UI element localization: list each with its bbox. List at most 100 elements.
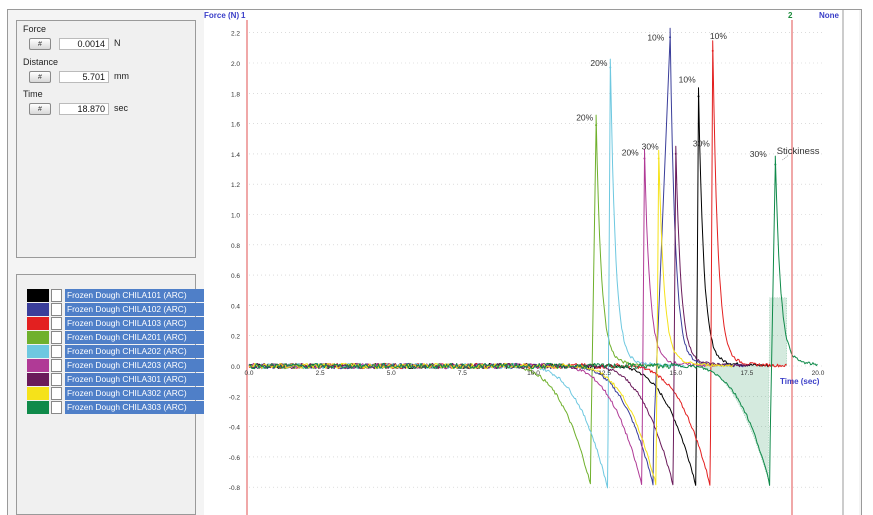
readout-panel: Force # 0.0014 N Distance # 5.701 mm Tim…: [16, 20, 196, 258]
legend-item[interactable]: Frozen Dough CHILA203 (ARC): [25, 359, 211, 372]
y-tick-label: 1.4: [231, 152, 240, 159]
stickiness-pointer: [782, 155, 789, 161]
y-tick-label: -0.8: [229, 485, 241, 492]
legend-label: Frozen Dough CHILA101 (ARC): [65, 289, 211, 302]
distance-value: 5.701: [59, 71, 109, 83]
legend-label: Frozen Dough CHILA301 (ARC): [65, 373, 211, 386]
annotation-label: 20%: [622, 147, 639, 157]
legend-swatch: [27, 303, 49, 316]
y-tick-label: 0.4: [231, 303, 240, 310]
y-tick-label: -0.6: [229, 455, 241, 462]
force-unit: N: [114, 38, 121, 48]
y-tick-label: 0.2: [231, 334, 240, 341]
legend-label: Frozen Dough CHILA202 (ARC): [65, 345, 211, 358]
series-line-9: [248, 155, 818, 486]
cursor-none-label: None: [819, 11, 840, 20]
legend-swatch: [27, 317, 49, 330]
legend-swatch: [27, 401, 49, 414]
legend-label: Frozen Dough CHILA303 (ARC): [65, 401, 211, 414]
x-axis-label: Time (sec): [780, 377, 820, 386]
annotation-label: 10%: [647, 32, 664, 42]
peak-point-8: [657, 157, 660, 160]
y-tick-label: 1.0: [231, 213, 240, 220]
x-tick-label: 17.5: [741, 370, 754, 377]
x-tick-label: 12.5: [598, 370, 611, 377]
cursor-1-label: 1: [241, 11, 246, 20]
annotation-label: 10%: [710, 31, 727, 41]
y-tick-label: 1.2: [231, 182, 240, 189]
distance-label: Distance: [23, 57, 59, 67]
time-label: Time: [23, 89, 43, 99]
legend-item[interactable]: Frozen Dough CHILA303 (ARC): [25, 401, 211, 414]
y-tick-label: -0.2: [229, 394, 241, 401]
legend-swatch: [27, 359, 49, 372]
legend-checkbox[interactable]: [51, 373, 62, 386]
annotation-label: 30%: [750, 149, 767, 159]
y-tick-label: 2.2: [231, 31, 240, 38]
peak-point-6: [643, 157, 646, 160]
legend-item[interactable]: Frozen Dough CHILA201 (ARC): [25, 331, 211, 344]
x-tick-label: 5.0: [387, 370, 396, 377]
peak-point-5: [609, 66, 612, 69]
x-tick-label: 7.5: [458, 370, 467, 377]
legend-checkbox[interactable]: [51, 331, 62, 344]
plot-background: [204, 10, 859, 515]
time-value: 18.870: [59, 103, 109, 115]
legend-checkbox[interactable]: [51, 401, 62, 414]
legend-item[interactable]: Frozen Dough CHILA302 (ARC): [25, 387, 211, 400]
distance-unit: mm: [114, 71, 129, 81]
x-tick-label: 10.0: [527, 370, 540, 377]
peak-point-2: [669, 36, 672, 39]
y-tick-label: 1.6: [231, 122, 240, 129]
legend-checkbox[interactable]: [51, 303, 62, 316]
peak-point-7: [674, 152, 677, 155]
x-tick-label: 20.0: [812, 370, 825, 377]
legend-checkbox[interactable]: [51, 289, 62, 302]
legend-label: Frozen Dough CHILA203 (ARC): [65, 359, 211, 372]
legend-checkbox[interactable]: [51, 359, 62, 372]
time-button[interactable]: #: [29, 103, 51, 115]
time-unit: sec: [114, 103, 129, 113]
annotation-label: 30%: [642, 141, 659, 151]
annotation-label: 30%: [693, 138, 710, 148]
legend-label: Frozen Dough CHILA103 (ARC): [65, 317, 211, 330]
y-tick-label: 0.8: [231, 243, 240, 250]
distance-button[interactable]: #: [29, 71, 51, 83]
y-tick-label: 0.6: [231, 273, 240, 280]
legend-item[interactable]: Frozen Dough CHILA301 (ARC): [25, 373, 211, 386]
peak-point-4: [595, 124, 598, 127]
legend-checkbox[interactable]: [51, 317, 62, 330]
legend-swatch: [27, 387, 49, 400]
x-tick-label: 2.5: [316, 370, 325, 377]
legend-item[interactable]: Frozen Dough CHILA102 (ARC): [25, 303, 211, 316]
legend-checkbox[interactable]: [51, 387, 62, 400]
annotation-label: 20%: [576, 113, 593, 123]
y-tick-label: 2.0: [231, 61, 240, 68]
y-axis-label: Force (N): [204, 11, 239, 20]
peak-point-3: [711, 49, 714, 52]
x-tick-label: 0.0: [244, 370, 253, 377]
series-line-8: [248, 149, 734, 486]
force-time-chart[interactable]: 2.2 2.0 1.8 1.6 1.4 1.2 1.0 0.8 0.6 0.4 0.2 0.0 -0.2…: [204, 10, 859, 515]
annotation-label: Stickiness: [777, 146, 820, 157]
legend-swatch: [27, 331, 49, 344]
annotation-label: 20%: [590, 58, 607, 68]
legend-panel: Frozen Dough CHILA101 (ARC) Frozen Dough…: [16, 274, 211, 515]
force-value: 0.0014: [59, 38, 109, 50]
legend-label: Frozen Dough CHILA302 (ARC): [65, 387, 211, 400]
stickiness-shading: [692, 297, 787, 480]
legend-swatch: [27, 345, 49, 358]
legend-checkbox[interactable]: [51, 345, 62, 358]
annotation-label: 10%: [679, 75, 696, 85]
peak-point-9: [774, 163, 777, 166]
legend-item[interactable]: Frozen Dough CHILA202 (ARC): [25, 345, 211, 358]
legend-label: Frozen Dough CHILA201 (ARC): [65, 331, 211, 344]
legend-item[interactable]: Frozen Dough CHILA101 (ARC): [25, 289, 211, 302]
x-tick-label: 15.0: [669, 370, 682, 377]
force-button[interactable]: #: [29, 38, 51, 50]
y-tick-label: -0.4: [229, 425, 241, 432]
y-tick-label: 0.0: [231, 364, 240, 371]
legend-item[interactable]: Frozen Dough CHILA103 (ARC): [25, 317, 211, 330]
legend-label: Frozen Dough CHILA102 (ARC): [65, 303, 211, 316]
force-label: Force: [23, 24, 47, 34]
